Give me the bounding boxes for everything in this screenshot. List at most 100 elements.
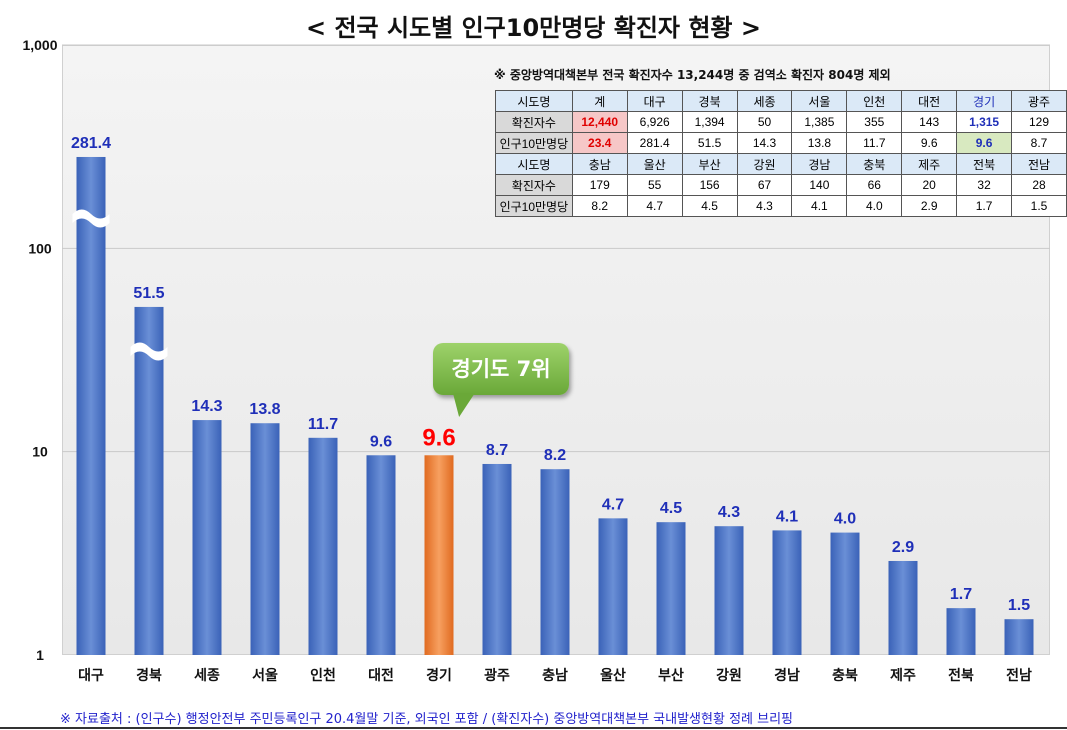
bar-서울: [250, 423, 280, 655]
table-cell: 4.7: [626, 195, 683, 217]
x-tick-label: 대구: [78, 668, 104, 684]
bar-충남: [540, 469, 570, 655]
table-cell: 제주: [901, 153, 958, 175]
table-cell: 세종: [736, 90, 793, 112]
x-tick-label: 충북: [832, 668, 858, 684]
value-label: 1.5: [1008, 597, 1030, 614]
table-cell: 1,385: [791, 111, 848, 133]
table-cell: 50: [736, 111, 793, 133]
table-cell: 대전: [901, 90, 958, 112]
table-cell: 2.9: [901, 195, 958, 217]
bar-chart: 1 10 100 1,000 281.4 대구 51.5 경북 14.3 세종 13.8 서울 11.7…: [22, 37, 1050, 684]
value-label: 2.9: [892, 539, 914, 556]
table-cell: 4.0: [846, 195, 903, 217]
y-tick-label: 1: [36, 647, 44, 663]
axis-break-mark: [72, 209, 110, 228]
bar-전남: [1004, 619, 1034, 655]
table-row: 확진자수 12,440 6,926 1,394 50 1,385 355 143 1,315 12…: [495, 111, 1067, 133]
x-tick-label: 충남: [542, 667, 568, 684]
bar-대구: [76, 156, 106, 655]
value-label: 4.7: [602, 496, 624, 513]
value-label: 9.6: [370, 433, 392, 450]
table-cell: 9.6: [956, 132, 1013, 154]
table-row: 시도명 계 대구 경북 세종 서울 인천 대전 경기 광주: [495, 90, 1067, 112]
x-tick-label: 대전: [368, 667, 394, 684]
value-label: 1.7: [950, 586, 972, 603]
axis-break-mark: [130, 342, 168, 361]
bar-전북: [946, 608, 976, 655]
table-cell: 143: [901, 111, 958, 133]
value-label: 13.8: [249, 401, 280, 418]
value-label: 8.7: [486, 442, 508, 459]
table-row: 시도명 충남 울산 부산 강원 경남 충북 제주 전북 전남: [495, 153, 1067, 175]
table-cell: 8.7: [1011, 132, 1067, 154]
table-cell: 시도명: [495, 90, 573, 112]
table-row: 인구10만명당 23.4 281.4 51.5 14.3 13.8 11.7 9.6 9.6 8.…: [495, 132, 1067, 154]
bar-울산: [598, 518, 628, 655]
table-cell: 9.6: [901, 132, 958, 154]
x-tick-label: 인천: [310, 667, 336, 684]
table-cell: 4.1: [791, 195, 848, 217]
table-cell: 355: [846, 111, 903, 133]
bar-충북: [830, 532, 860, 655]
table-cell: 인천: [846, 90, 903, 112]
value-label: 14.3: [191, 398, 222, 415]
x-tick-label: 경북: [136, 667, 162, 684]
table-cell: 66: [846, 174, 903, 196]
source-note: ※ 자료출처 : (인구수) 행정안전부 주민등록인구 20.4월말 기준, 외…: [60, 712, 794, 727]
bar-인천: [308, 437, 338, 655]
table-cell: 전북: [956, 153, 1013, 175]
table-cell: 12,440: [571, 111, 628, 133]
table-cell: 32: [956, 174, 1013, 196]
x-tick-label: 전남: [1006, 667, 1032, 684]
bottom-divider: [0, 727, 1067, 729]
table-cell: 광주: [1011, 90, 1067, 112]
value-label: 4.0: [834, 511, 856, 528]
table-cell: 경기: [956, 90, 1013, 112]
table-cell: 11.7: [846, 132, 903, 154]
summary-table: 시도명 계 대구 경북 세종 서울 인천 대전 경기 광주 확진자수 12,440 6,926 1,394…: [495, 90, 1067, 217]
table-cell: 67: [736, 174, 793, 196]
y-tick-label: 10: [32, 444, 48, 460]
bar-세종: [192, 420, 222, 655]
table-cell: 충남: [571, 153, 628, 175]
table-row: 확진자수 179 55 156 67 140 66 20 32 28: [495, 174, 1067, 196]
bar-부산: [656, 522, 686, 655]
table-cell: 140: [791, 174, 848, 196]
x-tick-label: 광주: [484, 667, 510, 684]
table-cell: 129: [1011, 111, 1067, 133]
x-tick-label: 서울: [252, 667, 278, 684]
table-cell: 경남: [791, 153, 848, 175]
table-cell: 경북: [681, 90, 738, 112]
table-cell: 확진자수: [495, 174, 573, 196]
table-cell: 8.2: [571, 195, 628, 217]
table-row: 인구10만명당 8.2 4.7 4.5 4.3 4.1 4.0 2.9 1.7 1.5: [495, 195, 1067, 217]
table-cell: 충북: [846, 153, 903, 175]
table-cell: 51.5: [681, 132, 738, 154]
value-label: 8.2: [544, 447, 566, 464]
table-cell: 강원: [736, 153, 793, 175]
table-cell: 28: [1011, 174, 1067, 196]
x-tick-label: 제주: [890, 668, 916, 684]
x-tick-label: 경기: [426, 667, 452, 684]
table-cell: 156: [681, 174, 738, 196]
bar-강원: [714, 526, 744, 655]
table-cell: 20: [901, 174, 958, 196]
table-cell: 부산: [681, 153, 738, 175]
x-tick-label: 부산: [658, 667, 684, 684]
value-label: 4.3: [718, 504, 740, 521]
table-cell: 대구: [626, 90, 683, 112]
y-tick-label: 1,000: [22, 37, 57, 53]
table-cell: 서울: [791, 90, 848, 112]
x-tick-label: 세종: [194, 668, 220, 684]
table-cell: 인구10만명당: [495, 195, 573, 217]
table-cell: 179: [571, 174, 628, 196]
x-tick-label: 강원: [716, 667, 742, 684]
table-cell: 55: [626, 174, 683, 196]
x-tick-label: 경남: [774, 667, 800, 684]
x-tick-label: 전북: [948, 667, 974, 684]
y-tick-label: 100: [28, 240, 52, 256]
table-cell: 4.3: [736, 195, 793, 217]
value-label: 4.1: [776, 508, 798, 525]
table-cell: 계: [571, 90, 628, 112]
